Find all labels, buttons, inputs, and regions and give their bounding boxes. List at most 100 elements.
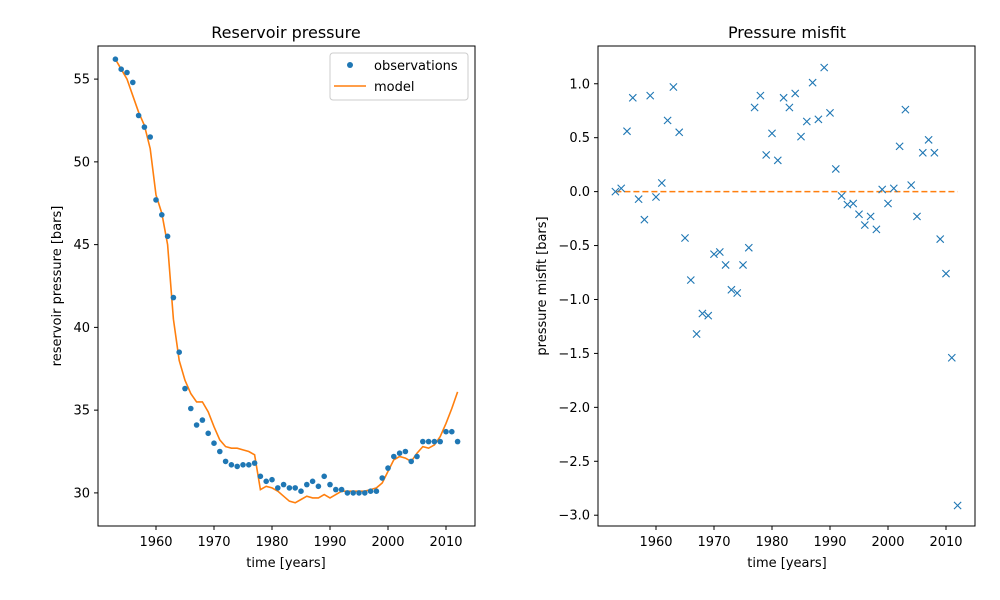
observation-point: [135, 112, 142, 119]
observation-point: [362, 490, 368, 496]
y-axis-label: pressure misfit [bars]: [535, 216, 550, 355]
misfit-point: [918, 148, 927, 157]
misfit-point: [634, 195, 643, 204]
misfit-point: [913, 212, 921, 221]
legend: observations model: [329, 52, 469, 101]
x-ticks: 1960 1970 1980 1990 2000 2010: [639, 526, 963, 550]
x-axis-label: time [years]: [747, 556, 826, 571]
misfit-point: [930, 148, 939, 157]
observation-point: [449, 428, 455, 435]
misfit-point: [872, 225, 881, 234]
y-tick-label: 35: [73, 404, 90, 419]
misfit-point: [855, 210, 863, 219]
observation-point: [182, 385, 188, 392]
misfit-point: [924, 135, 933, 144]
misfit-point: [773, 156, 782, 165]
observation-point: [344, 490, 351, 496]
x-tick-label: 1990: [313, 535, 346, 550]
y-tick-label: 0.5: [569, 131, 590, 146]
x-tick-label: 1970: [197, 535, 230, 550]
model-line: [114, 58, 459, 504]
observation-point: [275, 485, 281, 491]
observation-point: [425, 438, 432, 445]
misfit-point: [652, 193, 660, 202]
observation-point: [269, 476, 275, 483]
misfit-point: [785, 103, 794, 112]
y-tick-label: −3.0: [558, 509, 590, 524]
observation-point: [234, 463, 240, 470]
observation-point: [315, 483, 322, 490]
x-tick-label: 1970: [697, 535, 730, 550]
misfit-point: [675, 128, 684, 137]
observation-point: [112, 56, 119, 62]
observation-point: [338, 486, 345, 493]
observation-point: [118, 66, 124, 72]
observation-point: [130, 79, 136, 86]
misfit-point: [947, 353, 956, 362]
observation-point: [356, 490, 362, 496]
misfit-point: [826, 108, 834, 117]
observation-point: [228, 462, 235, 468]
observation-point: [147, 134, 153, 140]
observation-point: [263, 478, 270, 485]
observation-point: [188, 405, 194, 412]
observation-point: [367, 488, 374, 495]
observation-point: [298, 488, 304, 495]
misfit-point: [640, 215, 649, 224]
x-tick-label: 2000: [371, 535, 404, 550]
misfit-point: [808, 78, 817, 87]
y-tick-label: 30: [73, 486, 90, 501]
x-tick-label: 1990: [813, 535, 846, 550]
observation-point: [408, 458, 415, 465]
misfit-point: [733, 289, 742, 298]
y-tick-label: −0.5: [558, 239, 590, 254]
y-tick-label: 50: [73, 155, 90, 170]
x-tick-label: 2010: [929, 535, 962, 550]
misfit-point: [837, 191, 846, 200]
y-tick-label: 45: [73, 238, 90, 253]
y-tick-label: 0.0: [569, 185, 590, 200]
misfit-point: [710, 250, 718, 259]
misfit-point: [860, 221, 869, 230]
y-tick-label: 40: [73, 321, 90, 336]
observation-point: [251, 460, 258, 466]
observation-point: [170, 294, 177, 301]
misfit-point: [866, 212, 875, 221]
observation-point: [246, 462, 252, 468]
observation-point: [431, 438, 438, 445]
observation-point: [124, 69, 130, 76]
observation-point: [414, 453, 420, 460]
observation-point: [402, 448, 409, 455]
axes-frame: [97, 45, 476, 527]
observation-point: [222, 458, 229, 465]
observation-point: [379, 475, 386, 481]
misfit-point: [657, 178, 666, 187]
misfit-point: [820, 63, 829, 72]
observation-point: [396, 450, 403, 457]
plot-area: [611, 63, 962, 510]
y-tick-label: −2.5: [558, 455, 590, 470]
misfit-point: [704, 311, 713, 320]
observation-point: [385, 465, 391, 471]
x-tick-label: 1980: [255, 535, 288, 550]
misfit-point: [739, 260, 747, 269]
observation-point: [292, 485, 299, 491]
misfit-point: [768, 129, 776, 138]
reservoir-pressure-chart: Reservoir pressure 1960 1970 1980 1990 2000 2…: [50, 23, 476, 571]
misfit-point: [727, 285, 736, 294]
axes-frame: [597, 45, 976, 527]
plot-area: [112, 56, 461, 504]
misfit-point: [889, 184, 898, 193]
misfit-point: [901, 105, 910, 114]
observation-point: [257, 473, 264, 480]
observation-point: [373, 488, 380, 495]
misfit-point: [895, 142, 904, 151]
observation-point: [193, 422, 200, 428]
misfit-point: [750, 103, 759, 112]
misfit-point: [698, 309, 707, 318]
pressure-misfit-chart: Pressure misfit 1960 1970 1980 1990 2000 2010…: [535, 23, 976, 571]
observation-point: [304, 481, 310, 488]
misfit-point: [936, 235, 945, 244]
y-tick-label: −2.0: [558, 401, 590, 416]
